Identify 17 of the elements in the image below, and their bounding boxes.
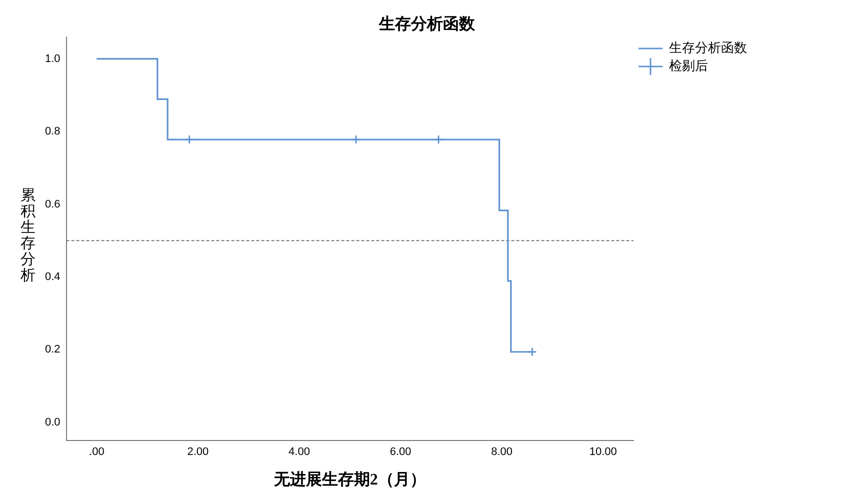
y-tick-label: 1.0 [44, 52, 60, 65]
x-tick-label: .00 [89, 446, 104, 458]
legend-label: 检剔后 [669, 58, 708, 73]
y-tick-label: 0.6 [44, 198, 60, 210]
x-axis-title: 无进展生存期2（月） [272, 470, 426, 489]
y-tick-label: 0.8 [44, 126, 60, 138]
x-tick-label: 4.00 [288, 446, 310, 458]
y-tick-label: 0.2 [44, 344, 60, 356]
y-axis-title: 累积生存分析 [20, 188, 36, 284]
x-tick-label: 8.00 [491, 446, 513, 458]
y-tick-label: 0.0 [44, 416, 60, 428]
y-tick-label: 0.4 [44, 271, 60, 284]
x-tick-label: 10.00 [589, 446, 617, 458]
x-tick-label: 6.00 [390, 446, 412, 458]
x-tick-label: 2.00 [187, 446, 209, 458]
legend-label: 生存分析函数 [669, 40, 747, 55]
chart-title: 生存分析函数 [378, 15, 476, 35]
